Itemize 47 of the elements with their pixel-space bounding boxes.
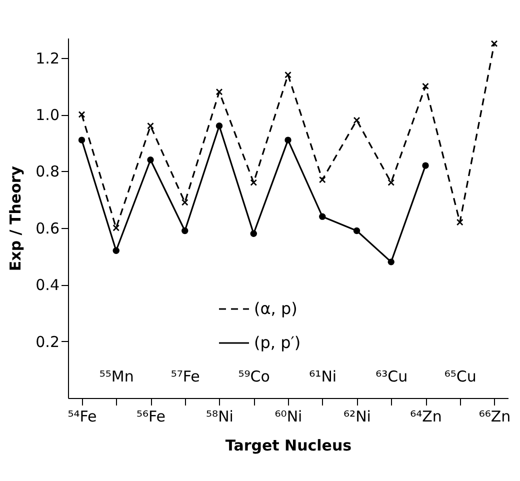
point [181, 198, 188, 206]
point [250, 230, 257, 237]
point [353, 227, 360, 234]
x-tick-label: ⁶³Cu [376, 368, 408, 386]
x-axis-title: Target Nucleus [225, 436, 352, 454]
x-tick-label: ⁵⁷Fe [170, 368, 200, 386]
point [284, 71, 292, 78]
y-tick-label: 0.2 [36, 332, 60, 351]
point [422, 162, 429, 169]
point [388, 179, 395, 186]
point [147, 122, 154, 130]
point [456, 218, 464, 226]
x-tick-label: ⁶⁰Ni [274, 408, 302, 426]
y-tick-label: 1.2 [36, 49, 60, 68]
point [112, 224, 120, 232]
point [353, 116, 360, 124]
point [284, 136, 292, 144]
legend-label: (p, p′) [254, 333, 301, 352]
x-tick-label: ⁶⁶Zn [478, 408, 511, 426]
x-tick-label: ⁵⁴Fe [68, 408, 97, 426]
point [216, 122, 223, 130]
point [78, 136, 86, 144]
point [388, 258, 394, 266]
x-tick-label: ⁶⁵Cu [444, 368, 476, 386]
point [422, 82, 429, 90]
x-tick-label: ⁶¹Ni [309, 368, 337, 386]
y-tick-label: 0.4 [36, 276, 60, 294]
x-tick-label: ⁵⁶Fe [136, 408, 166, 426]
x-tick-label: ⁶⁴Zn [410, 408, 442, 426]
y-tick-label: 1.0 [36, 106, 60, 124]
x-tick-label: ⁵⁵Mn [99, 368, 134, 386]
x-tick-label: ⁵⁹Co [238, 368, 270, 386]
legend-label: (α, p) [254, 299, 298, 318]
x-tick-label: ⁵⁸Ni [206, 408, 234, 426]
y-tick-label: 0.6 [36, 219, 60, 238]
x-tick-label: ⁶²Ni [344, 408, 371, 426]
point [319, 213, 326, 220]
point [318, 176, 326, 184]
point [78, 111, 86, 118]
y-tick-label: 0.8 [36, 162, 60, 181]
point [182, 227, 188, 234]
point [112, 247, 120, 254]
y-axis-title: Exp / Theory [6, 166, 25, 272]
point [147, 156, 154, 164]
point [216, 88, 223, 96]
point [250, 179, 258, 186]
point [490, 40, 498, 48]
